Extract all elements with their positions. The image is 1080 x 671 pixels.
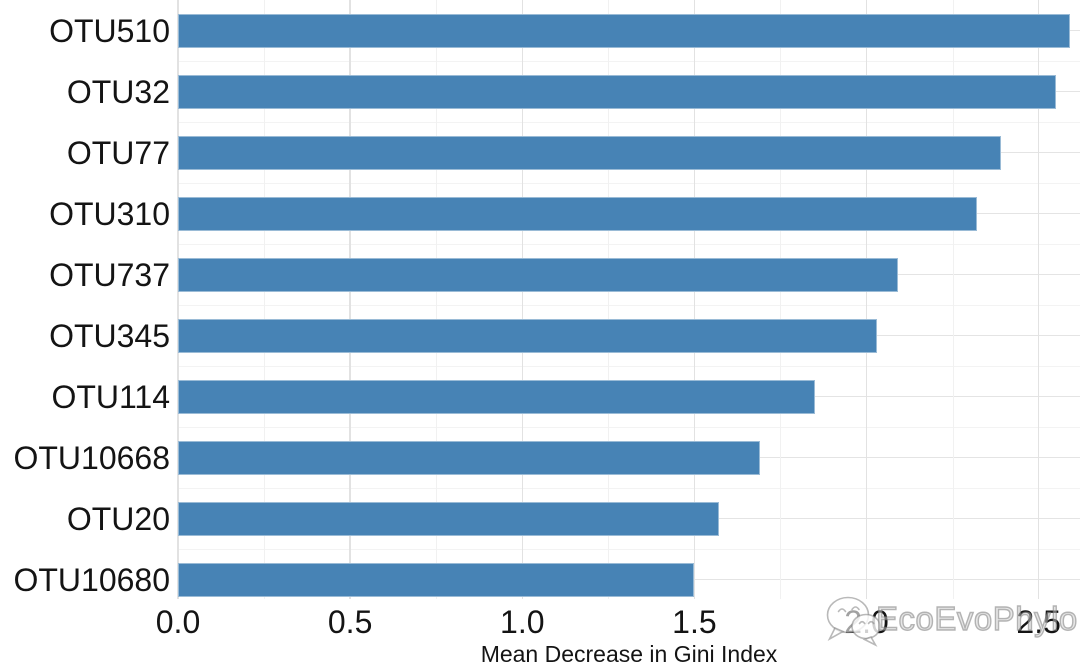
y-tick-label: OTU32: [66, 73, 170, 110]
y-tick-label: OTU10680: [13, 561, 170, 598]
bar-OTU10680: [178, 562, 695, 597]
h-minor-gridline: [178, 366, 1080, 367]
y-tick-label: OTU77: [66, 134, 170, 171]
y-tick-label: OTU510: [49, 12, 170, 49]
v-minor-gridline: [780, 0, 782, 599]
y-tick-label: OTU10668: [13, 439, 170, 476]
h-minor-gridline: [178, 244, 1080, 245]
x-tick-label: 2.5: [1016, 604, 1061, 640]
bar-OTU310: [178, 196, 977, 231]
v-major-gridline: [1037, 0, 1040, 599]
x-tick-label: 2.0: [844, 604, 889, 640]
bar-OTU737: [178, 257, 898, 292]
bar-OTU510: [178, 13, 1070, 48]
x-axis-title: Mean Decrease in Gini Index: [480, 641, 778, 667]
y-tick-label: OTU737: [49, 256, 170, 293]
x-tick-label: 1.0: [500, 604, 545, 640]
bar-OTU114: [178, 379, 815, 414]
h-minor-gridline: [178, 549, 1080, 550]
y-tick-label: OTU310: [49, 195, 170, 232]
plot-panel: [177, 0, 1080, 599]
v-major-gridline: [521, 0, 524, 599]
x-tick-label: 1.5: [672, 604, 717, 640]
v-major-gridline: [177, 0, 179, 599]
h-minor-gridline: [178, 122, 1080, 123]
v-minor-gridline: [264, 0, 266, 599]
x-tick-label: 0.0: [155, 604, 201, 640]
v-major-gridline: [349, 0, 351, 599]
bar-OTU32: [178, 74, 1056, 109]
bar-OTU20: [178, 501, 719, 536]
bar-OTU345: [178, 318, 877, 353]
v-minor-gridline: [436, 0, 438, 599]
v-major-gridline: [865, 0, 868, 599]
v-minor-gridline: [952, 0, 954, 599]
bar-OTU10668: [178, 440, 760, 475]
v-major-gridline: [693, 0, 696, 599]
v-minor-gridline: [608, 0, 610, 599]
y-tick-label: OTU20: [66, 500, 170, 537]
h-minor-gridline: [178, 305, 1080, 306]
h-minor-gridline: [178, 183, 1080, 184]
h-minor-gridline: [178, 61, 1080, 62]
y-tick-label: OTU345: [49, 317, 170, 354]
bar-OTU77: [178, 135, 1001, 170]
h-minor-gridline: [178, 488, 1080, 489]
h-minor-gridline: [178, 427, 1080, 428]
x-tick-label: 0.5: [327, 604, 373, 640]
y-tick-label: OTU114: [51, 378, 170, 415]
